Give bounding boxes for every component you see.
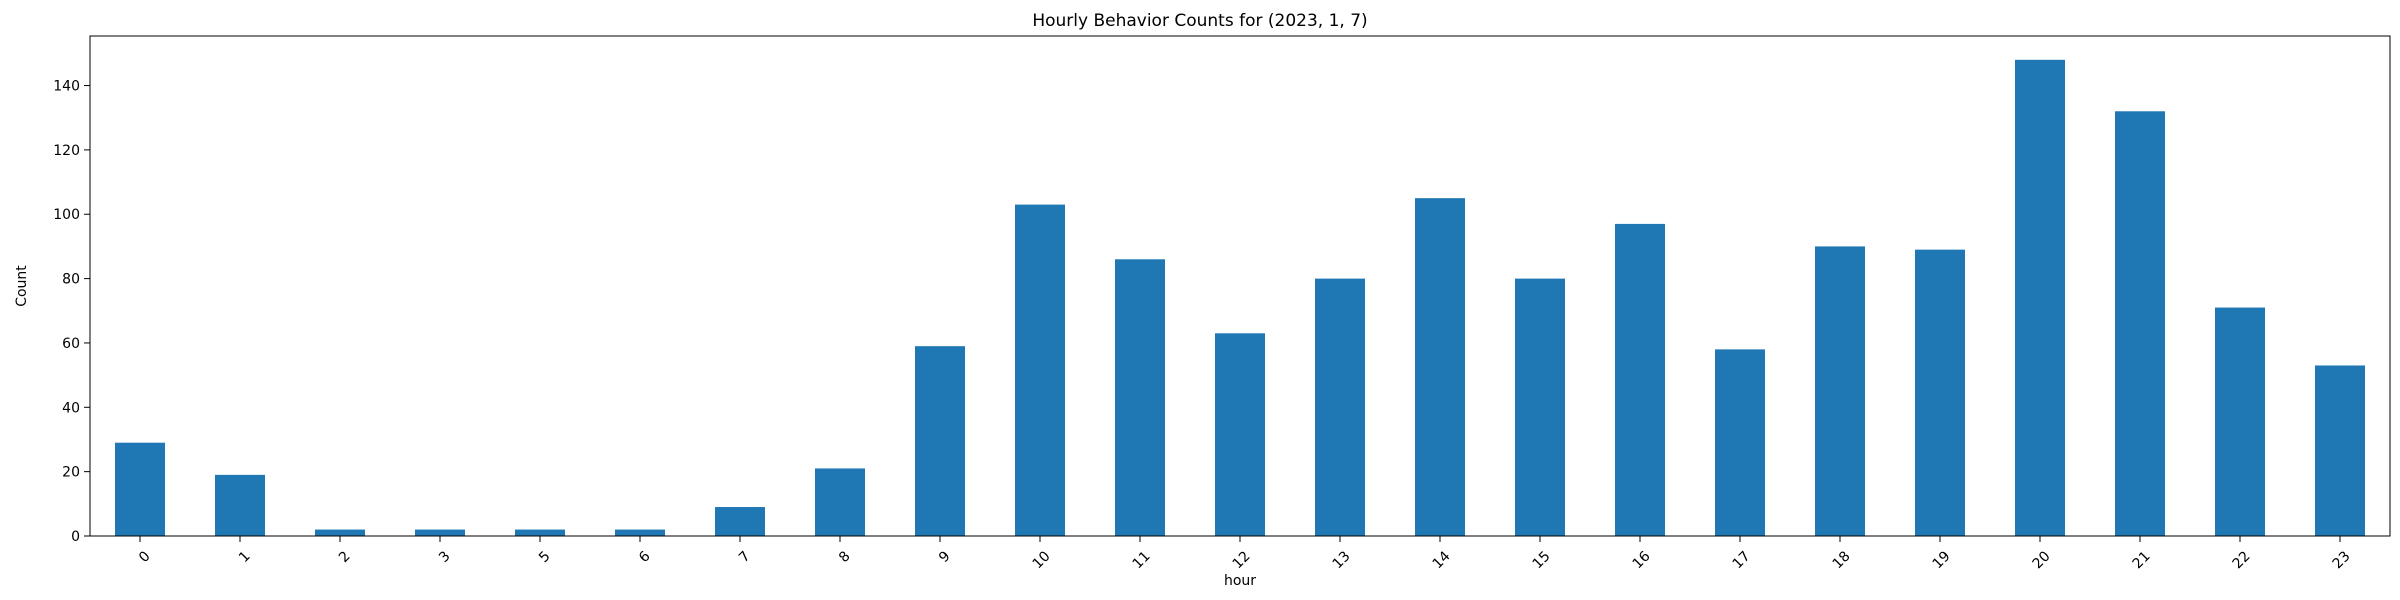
- x-tick-label: 6: [636, 548, 654, 566]
- bar-hour-2: [315, 529, 365, 536]
- bar-hour-10: [1015, 204, 1065, 536]
- y-tick-label: 60: [62, 336, 80, 352]
- bar-hour-17: [1715, 349, 1765, 536]
- bar-hour-12: [1215, 333, 1265, 536]
- bar-hour-21: [2115, 111, 2165, 536]
- bar-hour-5: [515, 529, 565, 536]
- x-tick-label: 3: [436, 548, 454, 566]
- y-tick-label: 40: [62, 400, 80, 416]
- x-tick-label: 21: [2130, 548, 2154, 572]
- bars-layer: [115, 59, 2365, 537]
- bar-hour-9: [915, 346, 965, 536]
- y-tick-label: 100: [53, 207, 80, 223]
- x-tick-label: 16: [1630, 548, 1654, 572]
- x-tick-label: 11: [1130, 548, 1154, 572]
- x-tick-label: 22: [2230, 548, 2254, 572]
- x-tick-label: 17: [1730, 548, 1754, 572]
- x-tick-label: 9: [936, 548, 954, 566]
- bar-hour-7: [715, 507, 765, 536]
- x-tick-label: 13: [1330, 548, 1354, 572]
- y-tick-label: 140: [53, 79, 80, 95]
- y-tick-label: 20: [62, 465, 80, 481]
- x-tick-label: 20: [2030, 548, 2054, 572]
- x-tick-label: 8: [836, 548, 854, 566]
- x-axis: 0 1 2 3 5 6 7 8 9 10 11 12 13 14 15 16 17 18 19 20 21 22 23: [136, 536, 2354, 572]
- x-tick-label: 23: [2330, 548, 2354, 572]
- bar-hour-13: [1315, 278, 1365, 536]
- x-tick-label: 19: [1930, 548, 1954, 572]
- x-tick-label: 15: [1530, 548, 1554, 572]
- bar-hour-23: [2315, 365, 2365, 536]
- bar-hour-0: [115, 442, 165, 536]
- y-tick-label: 120: [53, 143, 80, 159]
- x-tick-label: 1: [236, 548, 254, 566]
- x-axis-label: hour: [1224, 573, 1256, 589]
- bar-hour-16: [1615, 223, 1665, 536]
- bar-hour-22: [2215, 307, 2265, 536]
- y-axis: 0 20 40 60 80 100 120 140: [53, 79, 90, 545]
- bar-hour-19: [1915, 249, 1965, 536]
- x-tick-label: 12: [1230, 548, 1254, 572]
- bar-hour-3: [415, 529, 465, 536]
- bar-hour-1: [215, 474, 265, 536]
- x-tick-label: 0: [136, 548, 154, 566]
- y-tick-label: 0: [71, 529, 80, 545]
- bar-hour-6: [615, 529, 665, 536]
- plot-frame: [89, 35, 2391, 537]
- bar-hour-20: [2015, 59, 2065, 537]
- y-axis-label: Count: [14, 265, 30, 307]
- bar-hour-11: [1115, 259, 1165, 536]
- bar-hour-18: [1815, 246, 1865, 536]
- x-tick-label: 5: [536, 548, 554, 566]
- x-tick-label: 14: [1430, 548, 1454, 572]
- x-tick-label: 18: [1830, 548, 1854, 572]
- x-tick-label: 7: [736, 548, 754, 566]
- bar-hour-15: [1515, 278, 1565, 536]
- chart-title: Hourly Behavior Counts for (2023, 1, 7): [1032, 11, 1367, 31]
- bar-hour-14: [1415, 198, 1465, 536]
- bar-hour-8: [815, 468, 865, 536]
- x-tick-label: 10: [1030, 548, 1054, 572]
- x-tick-label: 2: [336, 548, 354, 566]
- y-tick-label: 80: [62, 272, 80, 288]
